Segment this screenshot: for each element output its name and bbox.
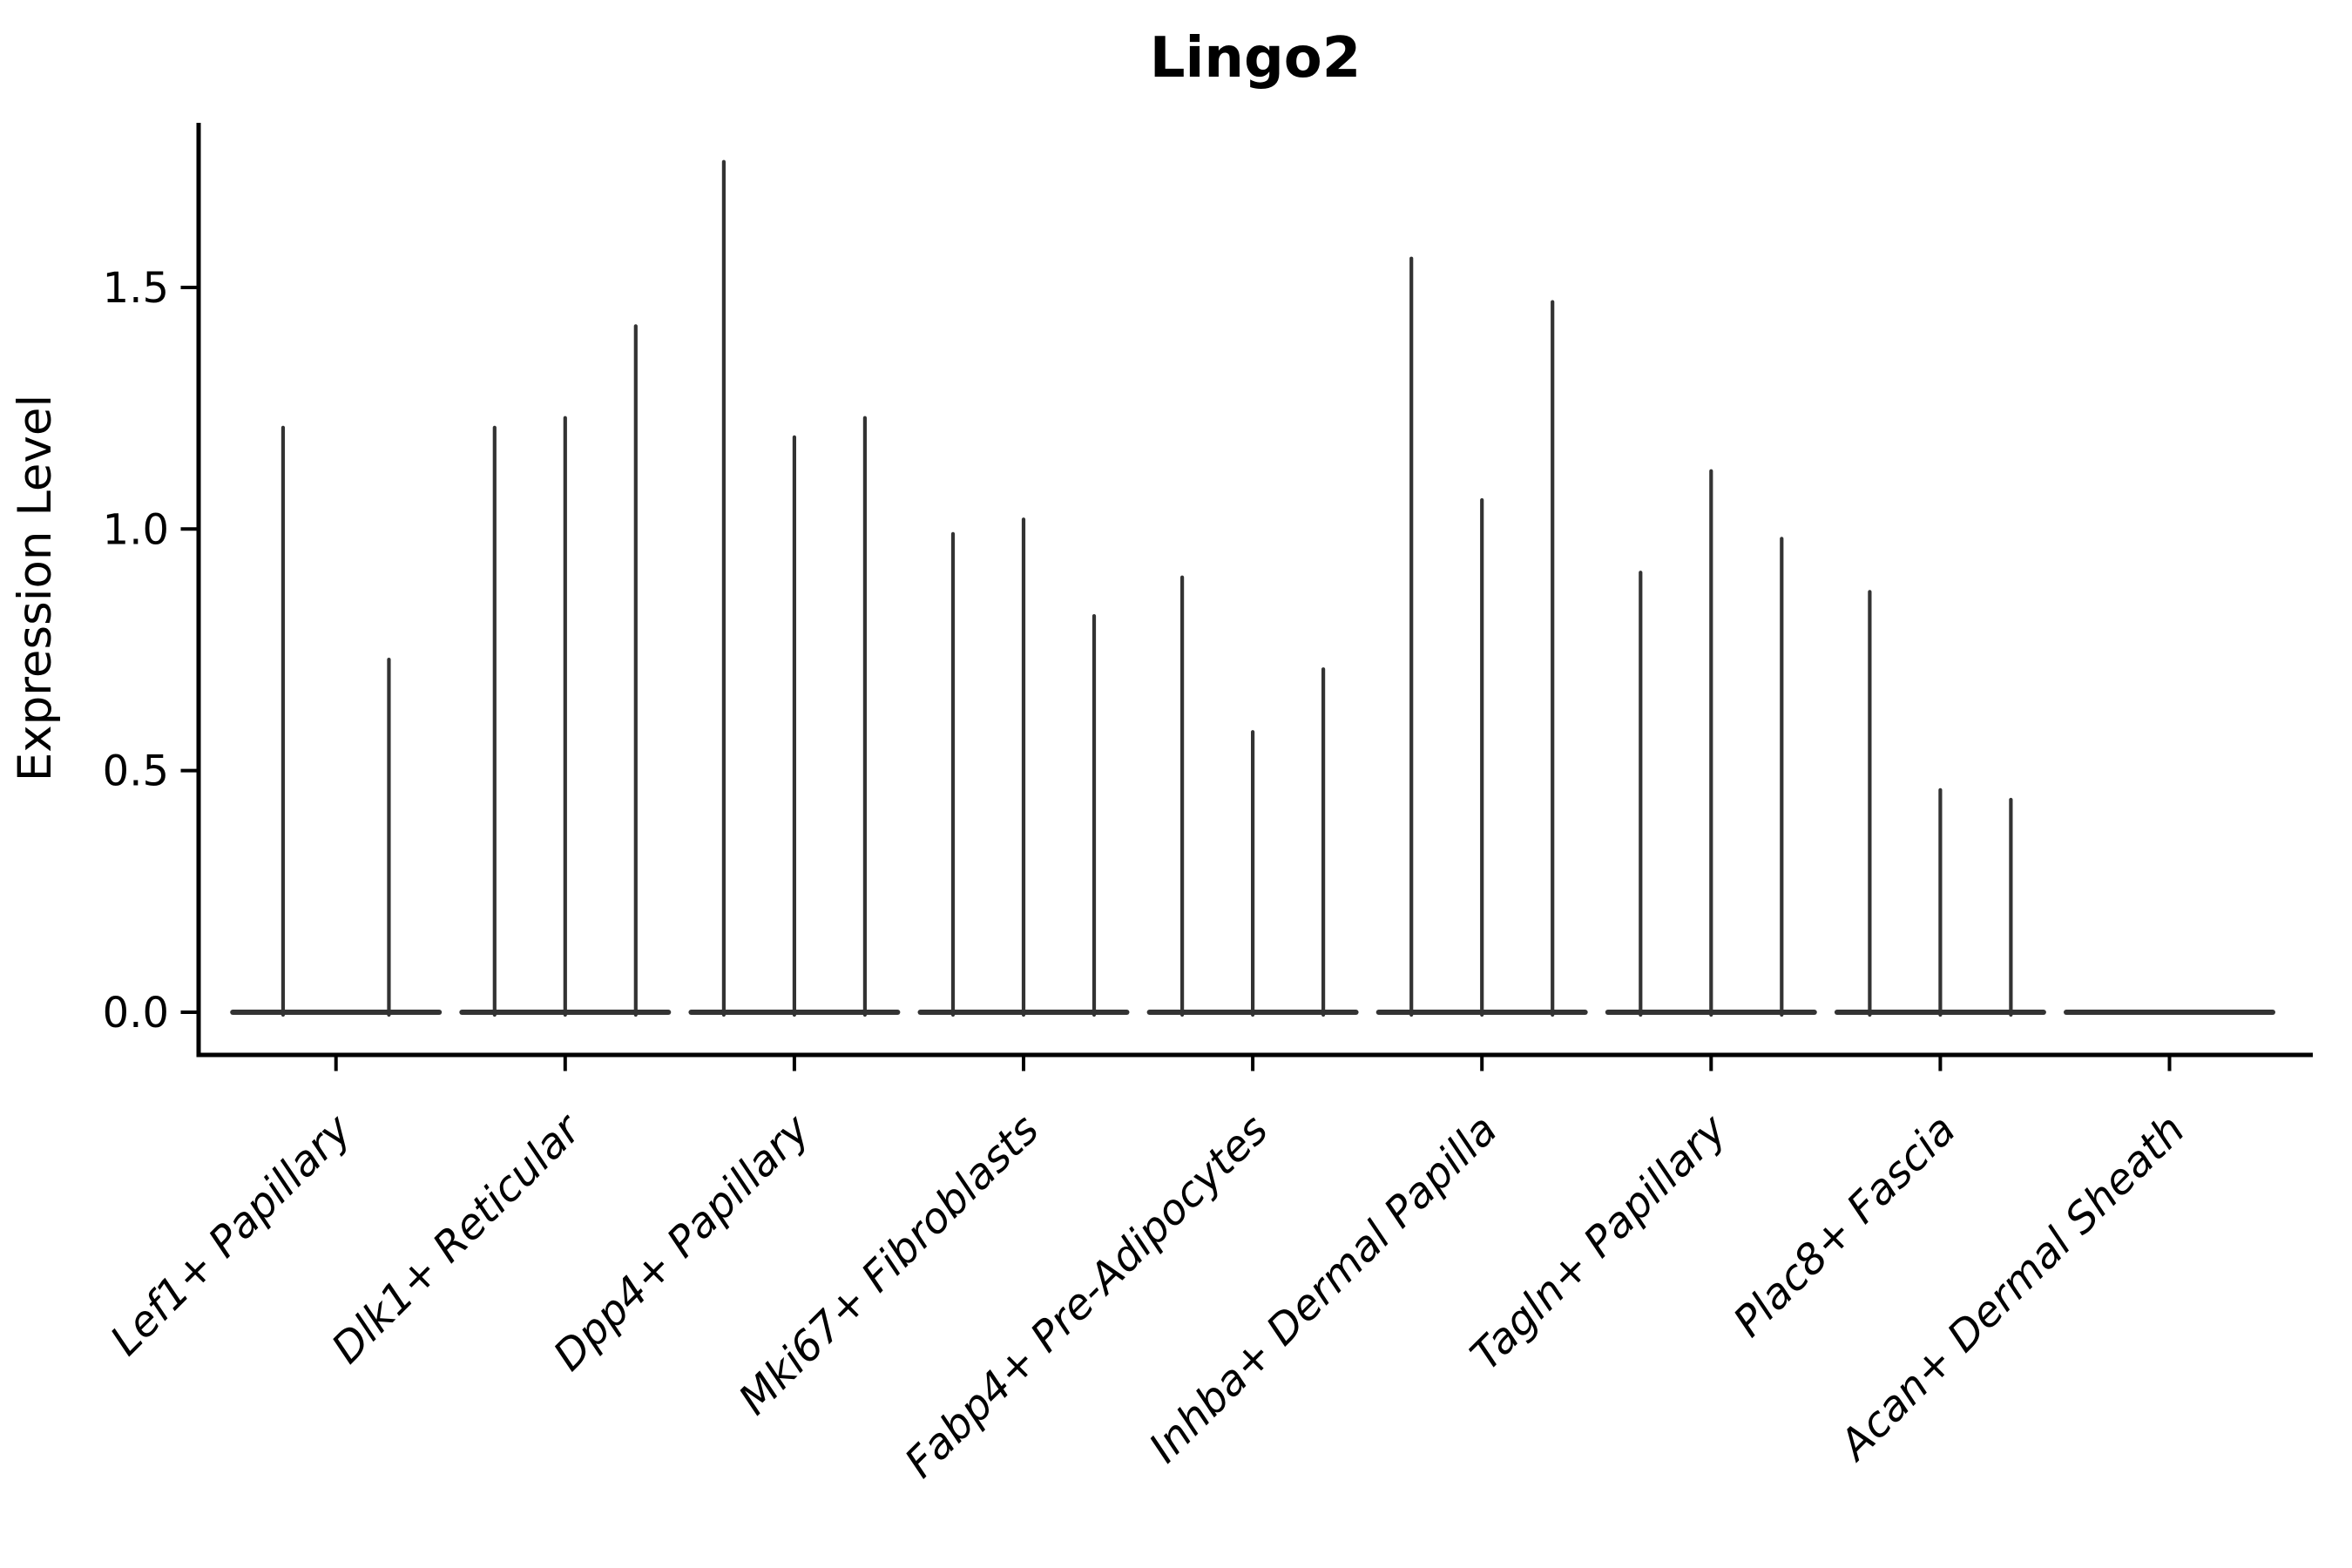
y-tick-label: 0.0: [103, 989, 169, 1037]
x-tick-label: Dlk1+ Reticular: [322, 1104, 592, 1374]
x-tick-label: Dpp4+ Papillary: [544, 1105, 820, 1380]
y-axis-label: Expression Level: [9, 395, 62, 781]
y-tick-label: 0.5: [103, 747, 169, 796]
x-tick-label: Plac8+ Fascia: [1724, 1105, 1965, 1347]
violin-body: [230, 1010, 443, 1015]
violin-body: [2064, 1010, 2275, 1015]
x-tick-label: Lef1+ Papillary: [101, 1105, 362, 1365]
x-tick-label: Fabp4+ Pre-Adipocytes: [896, 1105, 1278, 1488]
x-tick-label: Tagln+ Papillary: [1462, 1105, 1737, 1380]
y-tick-label: 1.5: [103, 264, 169, 313]
chart-title: Lingo2: [1150, 26, 1362, 91]
y-tick-label: 1.0: [103, 505, 169, 554]
